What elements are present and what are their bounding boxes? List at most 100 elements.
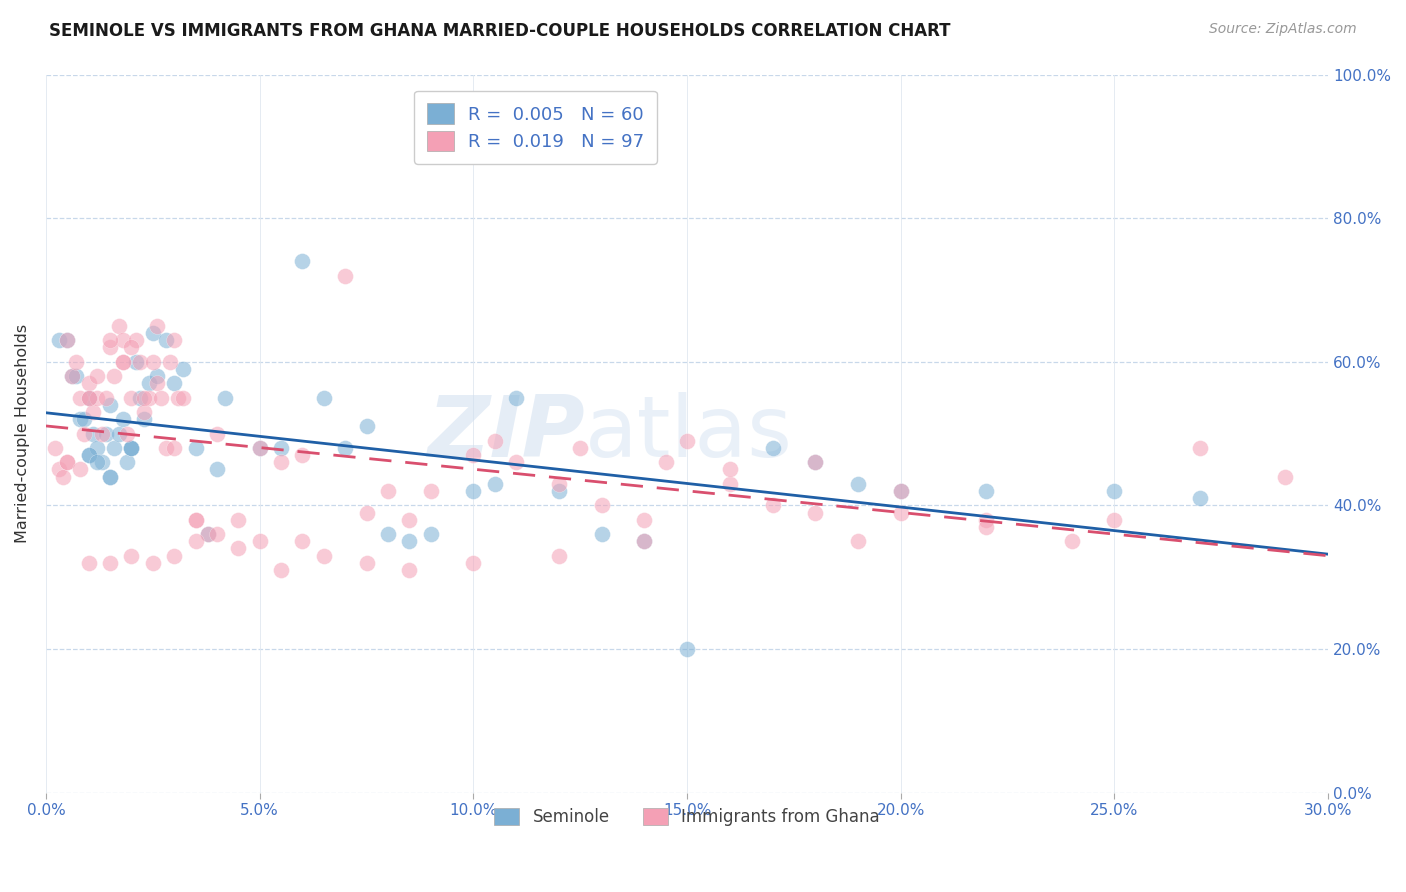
Point: [974, 520, 997, 534]
Point: [86, 441, 108, 455]
Point: [167, 391, 190, 405]
Point: [484, 434, 506, 448]
Legend: Seminole, Immigrants from Ghana: Seminole, Immigrants from Ghana: [486, 800, 889, 835]
Point: [142, 326, 165, 340]
Point: [120, 441, 142, 455]
Point: [103, 441, 125, 455]
Point: [86, 455, 108, 469]
Point: [270, 563, 292, 577]
Point: [890, 483, 912, 498]
Point: [125, 333, 148, 347]
Point: [419, 527, 441, 541]
Point: [163, 441, 186, 455]
Point: [205, 426, 228, 441]
Point: [111, 355, 134, 369]
Point: [249, 441, 271, 455]
Point: [69, 391, 91, 405]
Point: [676, 434, 699, 448]
Point: [291, 254, 314, 268]
Point: [591, 527, 613, 541]
Point: [98, 340, 121, 354]
Point: [547, 483, 569, 498]
Point: [86, 391, 108, 405]
Point: [107, 318, 129, 333]
Point: [484, 476, 506, 491]
Point: [155, 441, 177, 455]
Text: Source: ZipAtlas.com: Source: ZipAtlas.com: [1209, 22, 1357, 37]
Text: atlas: atlas: [585, 392, 793, 475]
Point: [163, 376, 186, 391]
Point: [56, 455, 79, 469]
Point: [69, 462, 91, 476]
Point: [56, 333, 79, 347]
Text: ZIP: ZIP: [427, 392, 585, 475]
Point: [184, 513, 207, 527]
Point: [134, 391, 156, 405]
Point: [73, 412, 96, 426]
Point: [77, 556, 100, 570]
Point: [65, 369, 87, 384]
Point: [890, 483, 912, 498]
Point: [676, 642, 699, 657]
Point: [163, 549, 186, 563]
Point: [98, 398, 121, 412]
Point: [129, 391, 152, 405]
Point: [974, 513, 997, 527]
Point: [172, 391, 194, 405]
Point: [846, 534, 869, 549]
Point: [1104, 483, 1126, 498]
Point: [120, 340, 142, 354]
Point: [48, 333, 70, 347]
Point: [103, 369, 125, 384]
Point: [98, 333, 121, 347]
Point: [569, 441, 592, 455]
Point: [44, 441, 66, 455]
Point: [633, 513, 655, 527]
Point: [146, 376, 169, 391]
Point: [547, 549, 569, 563]
Point: [60, 369, 83, 384]
Point: [312, 549, 335, 563]
Point: [115, 455, 138, 469]
Point: [56, 333, 79, 347]
Point: [718, 462, 741, 476]
Point: [120, 441, 142, 455]
Point: [197, 527, 219, 541]
Point: [505, 391, 527, 405]
Point: [356, 506, 378, 520]
Point: [718, 476, 741, 491]
Point: [60, 369, 83, 384]
Point: [312, 391, 335, 405]
Point: [163, 333, 186, 347]
Point: [172, 362, 194, 376]
Point: [52, 469, 75, 483]
Point: [184, 441, 207, 455]
Point: [115, 426, 138, 441]
Point: [804, 455, 827, 469]
Point: [120, 391, 142, 405]
Point: [125, 355, 148, 369]
Point: [138, 376, 160, 391]
Point: [77, 376, 100, 391]
Point: [111, 333, 134, 347]
Point: [1060, 534, 1083, 549]
Point: [82, 405, 104, 419]
Point: [761, 441, 783, 455]
Point: [155, 333, 177, 347]
Point: [142, 355, 165, 369]
Point: [398, 563, 420, 577]
Point: [214, 391, 236, 405]
Point: [98, 469, 121, 483]
Point: [761, 499, 783, 513]
Point: [159, 355, 181, 369]
Point: [184, 534, 207, 549]
Point: [377, 527, 399, 541]
Point: [120, 549, 142, 563]
Point: [654, 455, 676, 469]
Point: [398, 513, 420, 527]
Point: [890, 506, 912, 520]
Point: [846, 476, 869, 491]
Y-axis label: Married-couple Households: Married-couple Households: [15, 324, 30, 543]
Point: [249, 534, 271, 549]
Point: [77, 448, 100, 462]
